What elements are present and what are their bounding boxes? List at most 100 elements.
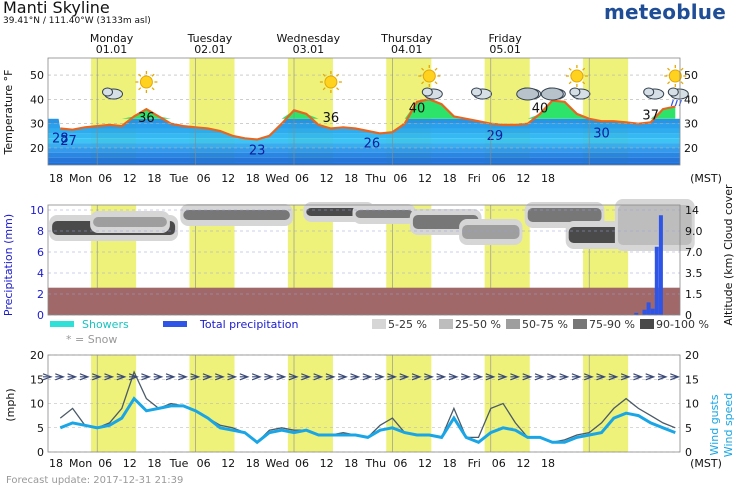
cloud-legend-label: 75-90 % — [589, 318, 635, 331]
precip-tick: 8 — [37, 225, 44, 238]
wind-ylabel: (mph) — [4, 388, 17, 421]
temp-band — [48, 147, 680, 153]
wind-arrow — [485, 373, 496, 381]
snow-band — [48, 287, 680, 315]
time-tick: 06 — [492, 172, 506, 185]
page-title: Manti Skyline — [3, 0, 110, 17]
time-tick: Thu — [364, 172, 386, 185]
wind-arrow — [190, 373, 201, 381]
wind-arrow — [227, 373, 238, 381]
precip-bar — [654, 246, 659, 315]
wind-arrow — [251, 373, 262, 381]
temp-band — [48, 138, 680, 144]
temp-tick-left: 50 — [30, 69, 44, 82]
wind-arrow — [202, 373, 213, 381]
cloud-legend-swatch — [640, 319, 654, 329]
precip-tick: 10 — [30, 204, 44, 217]
cloud-cover — [527, 208, 602, 222]
warm-fill — [60, 99, 676, 119]
precip-bar — [650, 308, 655, 315]
time-tick: Tue — [169, 172, 189, 185]
cloud-legend-label: 50-75 % — [522, 318, 568, 331]
wind-arrow — [645, 373, 656, 381]
time-tick: 12 — [516, 457, 530, 470]
day-date: 02.01 — [194, 43, 226, 56]
wind-arrow — [214, 373, 225, 381]
day-name: Tuesday — [187, 32, 233, 45]
wind-arrow — [153, 373, 164, 381]
wind-arrow — [387, 373, 398, 381]
cloud-legend-swatch — [573, 319, 587, 329]
time-tick: 12 — [221, 457, 235, 470]
moon-cloud-icon — [643, 87, 665, 104]
temp-tick-right: 30 — [684, 118, 698, 131]
wind-arrow — [128, 373, 139, 381]
altitude-tick: 1.5 — [685, 288, 703, 301]
brand-logo[interactable]: meteoblue — [603, 0, 726, 24]
wind-arrow — [362, 373, 373, 381]
wind-gusts-label: Wind gusts — [708, 394, 721, 455]
precip-bar — [658, 215, 663, 315]
time-tick: Thu — [364, 457, 386, 470]
wind-arrow — [473, 373, 484, 381]
cloud-icon — [516, 87, 542, 101]
precip-ylabel: Precipitation (mm) — [2, 214, 15, 316]
day-name: Friday — [488, 32, 522, 45]
wind-arrow — [337, 373, 348, 381]
temp-tick-left: 30 — [30, 118, 44, 131]
moon-cloud-icon — [471, 87, 492, 104]
wind-tick-left: 5 — [37, 422, 44, 435]
time-tick: 06 — [393, 172, 407, 185]
temp-value-label: 37 — [642, 109, 659, 124]
day-date: 05.01 — [489, 43, 521, 56]
wind-arrow — [460, 373, 471, 381]
temp-tick-right: 40 — [684, 93, 698, 106]
location-coords: 39.41°N / 111.40°W (3133m asl) — [3, 16, 151, 26]
wind-arrow — [436, 373, 447, 381]
wind-arrow — [571, 373, 582, 381]
temp-band — [48, 162, 680, 165]
precip-tick: 6 — [37, 246, 44, 259]
legend-label-total: Total precipitation — [199, 318, 299, 331]
wind-arrow — [596, 373, 607, 381]
time-tick: 12 — [123, 457, 137, 470]
time-tick: 06 — [98, 457, 112, 470]
wind-tick-left: 15 — [30, 373, 44, 386]
day-name: Wednesday — [277, 32, 341, 45]
cloud-legend-swatch — [372, 319, 386, 329]
precip-frame — [47, 204, 681, 316]
sun-icon — [135, 71, 158, 93]
daylight-band — [189, 58, 235, 140]
time-tick: Fri — [468, 457, 481, 470]
wind-arrow — [534, 373, 545, 381]
time-tick: Fri — [468, 172, 481, 185]
wind-arrow — [301, 373, 312, 381]
time-tick: 06 — [295, 172, 309, 185]
wind-arrow — [55, 373, 66, 381]
time-tick: 06 — [98, 172, 112, 185]
wind-arrow — [325, 373, 336, 381]
wind-arrow — [448, 373, 459, 381]
forecast-update: Forecast update: 2017-12-31 21:39 — [6, 475, 184, 486]
wind-tick-left: 20 — [30, 349, 44, 362]
wind-arrow — [559, 373, 570, 381]
wind-arrow — [522, 373, 533, 381]
temperature-line — [60, 98, 676, 141]
legend-swatch-total — [163, 321, 187, 327]
cloud-legend-label: 5-25 % — [388, 318, 427, 331]
wind-arrow — [547, 373, 558, 381]
wind-arrow — [497, 373, 508, 381]
cloud-legend-swatch — [439, 319, 453, 329]
time-tick: 18 — [147, 457, 161, 470]
temp-value-label: 28 — [52, 132, 69, 147]
altitude-tick: 3.5 — [685, 267, 703, 280]
time-tick: Tue — [169, 457, 189, 470]
moon-cloud-icon — [102, 87, 123, 104]
cloud-cover — [617, 205, 692, 245]
wind-arrow — [399, 373, 410, 381]
time-tick: 06 — [295, 457, 309, 470]
wind-speed-label: Wind speed — [722, 393, 735, 457]
time-tick: 18 — [49, 457, 63, 470]
temp-value-label: 29 — [487, 129, 504, 144]
